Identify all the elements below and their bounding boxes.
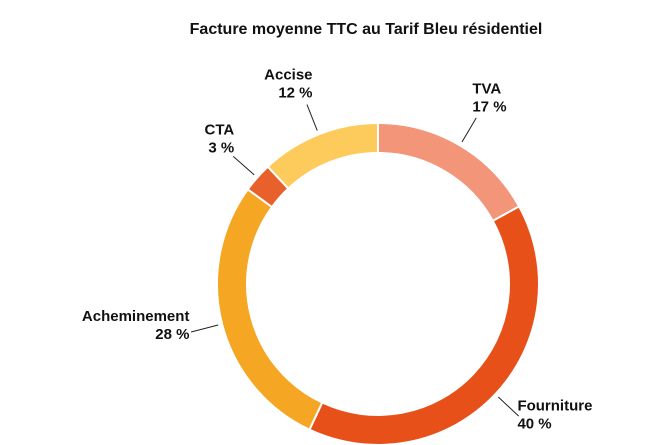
donut-segment	[266, 121, 379, 190]
donut-segment	[308, 205, 540, 445]
slice-value-label: 28 %	[155, 326, 189, 343]
slice-value-label: 12 %	[278, 84, 312, 101]
leader-line	[461, 117, 477, 143]
leader-line	[232, 155, 255, 176]
leader-line	[497, 396, 520, 417]
slice-label: Accise	[264, 66, 312, 83]
leader-line	[190, 324, 219, 333]
leader-line	[306, 104, 318, 131]
donut-segment	[377, 121, 521, 223]
chart-title: Facture moyenne TTC au Tarif Bleu réside…	[190, 21, 543, 38]
donut-segment	[216, 187, 324, 432]
slice-label: Acheminement	[82, 308, 190, 325]
slice-label: CTA	[205, 121, 235, 138]
slice-value-label: 3 %	[208, 139, 234, 156]
slice-value-label: 17 %	[472, 99, 506, 116]
slice-label: Fourniture	[517, 397, 592, 414]
slice-value-label: 40 %	[517, 415, 551, 432]
slice-label: TVA	[472, 81, 501, 98]
